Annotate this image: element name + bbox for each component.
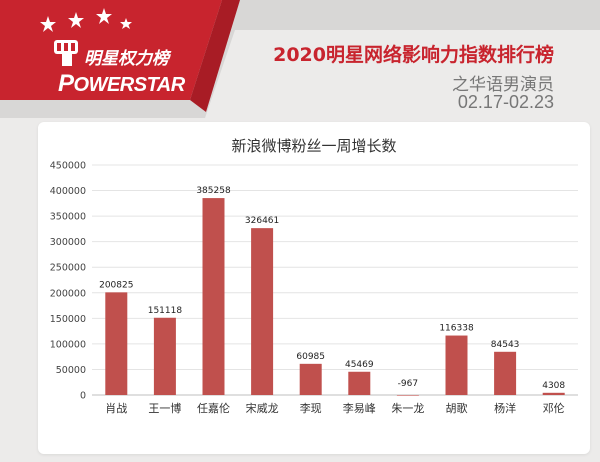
y-tick-label: 350000 (50, 212, 86, 223)
x-tick-label: 王一博 (148, 402, 181, 415)
data-label: 84543 (491, 340, 520, 350)
logo-chinese: 明星权力榜 (84, 49, 169, 69)
data-label: 385258 (196, 186, 231, 196)
chart-card: 新浪微博粉丝一周增长数 0 50000 100000 150000 200000 2500… (38, 122, 590, 454)
y-tick-label: 450000 (50, 161, 86, 172)
x-tick-label: 邓伦 (543, 401, 565, 415)
y-tick-label: 50000 (56, 365, 86, 376)
x-tick-label: 任嘉伦 (197, 401, 230, 415)
bar (299, 363, 322, 395)
star-icons (40, 8, 132, 32)
y-tick-label: 150000 (50, 314, 86, 325)
y-tick-label: 100000 (50, 339, 86, 350)
data-label: 4308 (542, 381, 565, 391)
x-tick-label: 肖战 (105, 401, 127, 415)
data-label: 45469 (345, 360, 374, 370)
y-tick-label: 200000 (50, 288, 86, 299)
ranking-headline: 2020明星网络影响力指数排行榜 (273, 44, 554, 66)
star-icon (120, 18, 132, 29)
ranking-subline: 之华语男演员 (452, 75, 554, 95)
bar (445, 335, 468, 395)
data-label: 116338 (439, 324, 474, 334)
y-tick-label: 400000 (50, 186, 86, 197)
y-tick-label: 300000 (50, 237, 86, 248)
x-tick-label: 李易峰 (343, 401, 376, 415)
data-label: 326461 (245, 216, 279, 226)
bar (153, 317, 176, 395)
bar (251, 228, 274, 395)
x-tick-label: 朱一龙 (391, 402, 424, 415)
star-icon (96, 8, 112, 24)
star-icon (40, 16, 56, 32)
x-tick-label: 宋威龙 (246, 401, 279, 415)
chart-title: 新浪微博粉丝一周增长数 (231, 137, 397, 155)
data-label: -967 (398, 379, 418, 389)
data-label: 60985 (296, 352, 325, 362)
data-label: 200825 (99, 280, 133, 290)
fist-icon (54, 40, 78, 66)
bar (494, 351, 517, 395)
star-icon (68, 12, 84, 28)
bar (542, 392, 565, 395)
x-tick-label: 杨洋 (494, 401, 516, 415)
logo-english: POWERSTAR (58, 70, 185, 97)
y-tick-label: 0 (80, 391, 86, 402)
bar (105, 292, 128, 395)
x-tick-label: 胡歌 (446, 401, 468, 415)
bar (348, 371, 371, 395)
data-label: 151118 (148, 306, 183, 316)
date-range: 02.17-02.23 (457, 92, 554, 112)
x-tick-label: 李现 (300, 401, 322, 415)
y-tick-label: 250000 (50, 263, 86, 274)
bar (202, 198, 225, 395)
bar (396, 395, 419, 396)
bar-chart: 0 50000 100000 150000 200000 250000 300000 3500… (50, 161, 578, 415)
